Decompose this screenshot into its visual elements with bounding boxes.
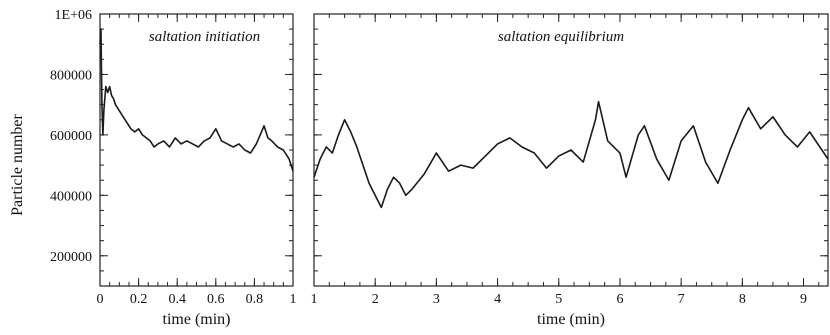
y-tick-label: 600000 xyxy=(50,129,92,144)
series-line-1 xyxy=(99,28,294,172)
x-tick-label: 3 xyxy=(433,292,440,307)
x-tick-label: 0.6 xyxy=(207,292,225,307)
x-axis-title: time (min) xyxy=(163,311,231,328)
panel-annotation: saltation initiation xyxy=(149,29,260,45)
panels-layer: 0 0.2 0.4 0.6 0.8 1 1E+06 800000 600000 400000 200… xyxy=(50,8,829,328)
y-tick-label: 400000 xyxy=(50,189,92,204)
x-tick-label: 7 xyxy=(678,292,685,307)
x-tick-label: 0.8 xyxy=(246,292,264,307)
y-tick-label: 1E+06 xyxy=(55,8,92,23)
y-tick-label: 200000 xyxy=(50,250,92,265)
x-tick-label: 1 xyxy=(290,292,297,307)
panel-annotation: saltation equilibrium xyxy=(498,29,624,45)
x-tick-label: 9 xyxy=(800,292,807,307)
y-tick-label: 800000 xyxy=(50,68,92,83)
series-line-1 xyxy=(313,100,829,209)
x-tick-label: 1 xyxy=(311,292,318,307)
x-tick-label: 0.2 xyxy=(130,292,148,307)
plot-frame xyxy=(99,13,294,287)
x-tick-label: 4 xyxy=(494,292,501,307)
x-tick-label: 6 xyxy=(616,292,623,307)
x-tick-label: 5 xyxy=(555,292,562,307)
panel-2: 1 2 3 4 5 6 7 8 9 time (min) saltation equilibrium xyxy=(311,13,829,328)
x-axis-title: time (min) xyxy=(537,311,605,328)
x-tick-label: 0 xyxy=(97,292,104,307)
x-tick-label: 8 xyxy=(739,292,746,307)
x-tick-label: 2 xyxy=(372,292,379,307)
x-tick-label: 0.4 xyxy=(168,292,186,307)
panel-1: 0 0.2 0.4 0.6 0.8 1 1E+06 800000 600000 400000 200… xyxy=(50,8,297,328)
y-axis-title: Particle number xyxy=(9,113,26,215)
